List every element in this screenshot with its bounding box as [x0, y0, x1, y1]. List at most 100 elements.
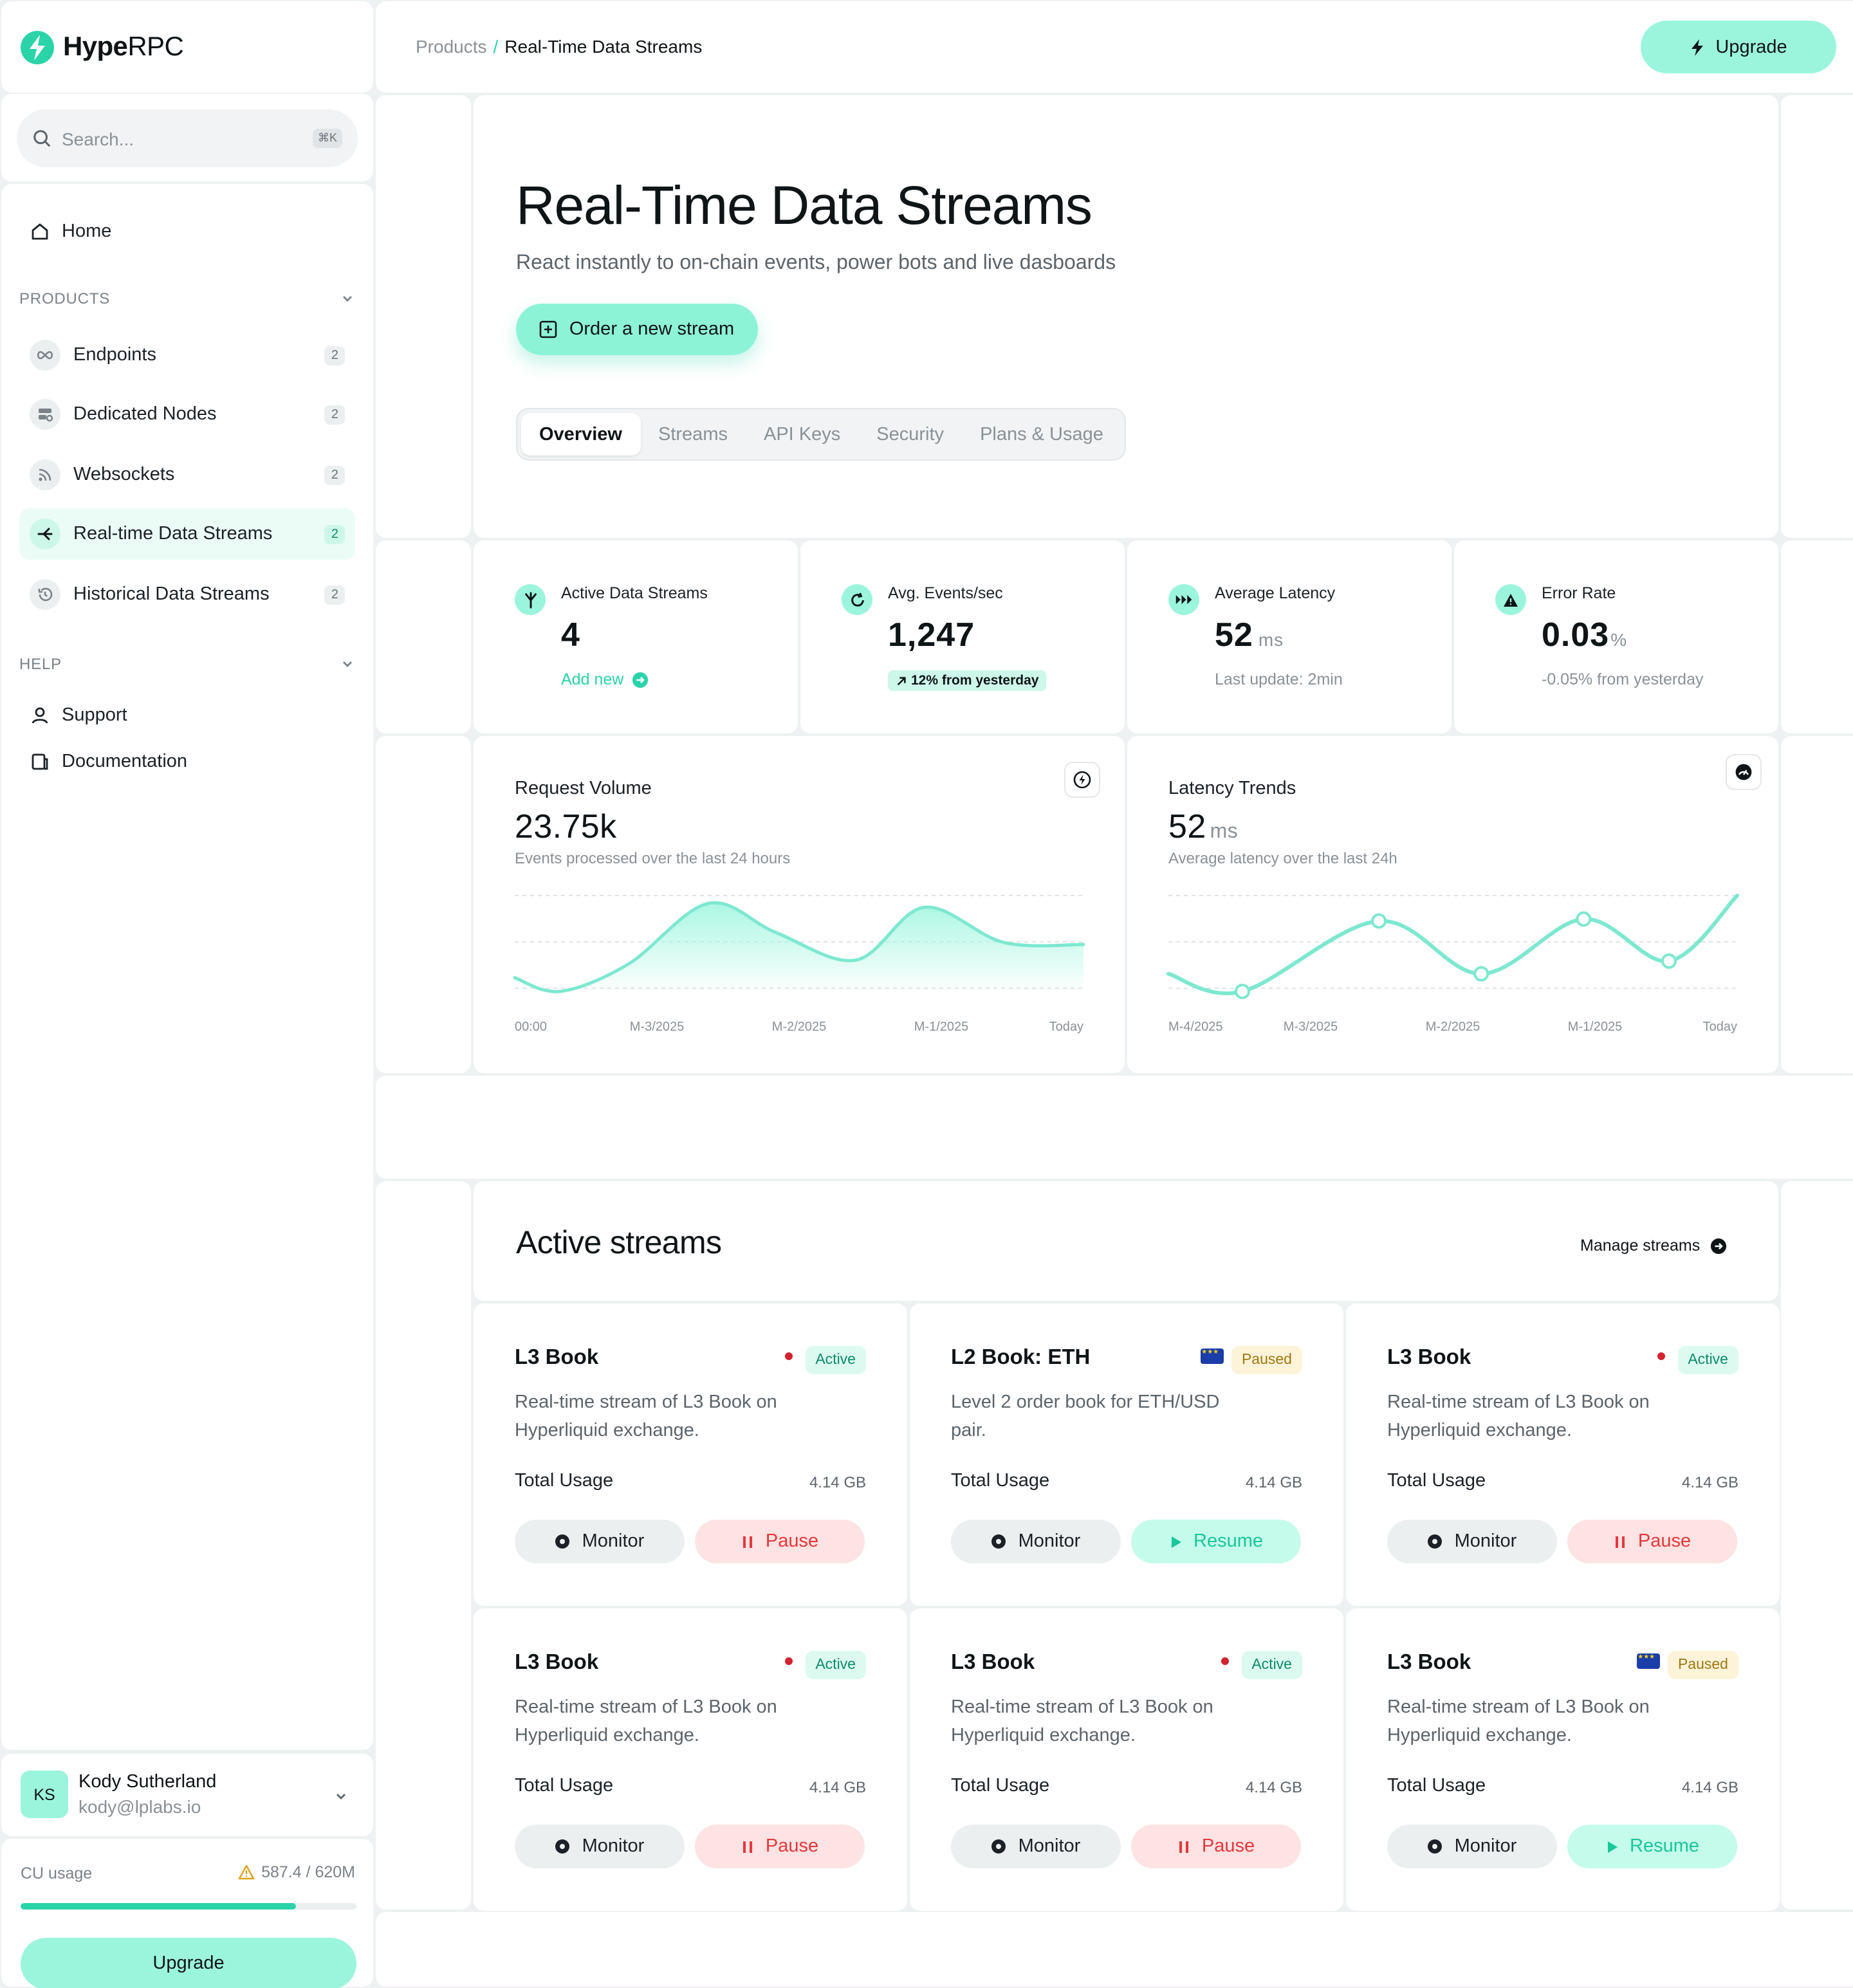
status-badge: Active: [805, 1651, 866, 1679]
order-new-stream-button[interactable]: Order a new stream: [516, 304, 758, 355]
arrow-right-circle-icon: [1711, 1237, 1727, 1254]
stream-description: Real-time stream of L3 Book on Hyperliqu…: [515, 1697, 777, 1746]
breadcrumb-current: Real-Time Data Streams: [504, 36, 703, 57]
sidebar-item-label: Dedicated Nodes: [73, 404, 217, 425]
monitor-button[interactable]: Monitor: [1387, 1825, 1557, 1868]
pause-button[interactable]: Pause: [1131, 1825, 1301, 1868]
user-panel[interactable]: KS Kody Sutherland kody@lplabs.io: [1, 1754, 373, 1836]
frame-left-streams: [376, 1181, 471, 1910]
products-section-header[interactable]: PRODUCTS: [19, 290, 355, 308]
chevron-down-icon: [343, 296, 352, 302]
count-badge: 2: [324, 405, 345, 424]
stat-card-active-streams: Active Data Streams 4 Add new: [474, 540, 798, 733]
monitor-button[interactable]: Monitor: [515, 1520, 685, 1563]
stat-last-update: Last update: 2min: [1215, 670, 1343, 688]
data-point: [1576, 911, 1592, 927]
sidebar-item-label: Endpoints: [73, 345, 156, 365]
sidebar-item-home[interactable]: Home: [30, 221, 111, 242]
stat-unit: %: [1610, 629, 1628, 650]
sidebar-item-real-time-data-streams[interactable]: Real-time Data Streams 2: [19, 508, 355, 560]
total-usage-value: 4.14 GB: [809, 1778, 866, 1796]
manage-streams-link[interactable]: Manage streams: [1580, 1237, 1727, 1255]
breadcrumb-parent[interactable]: Products: [416, 36, 487, 57]
monitor-label: Monitor: [1018, 1836, 1081, 1857]
refresh-icon: [842, 584, 872, 615]
products-section-label: PRODUCTS: [19, 290, 111, 308]
total-usage-label: Total Usage: [515, 1471, 614, 1491]
chart-value-number: 52: [1168, 807, 1206, 845]
pause-button[interactable]: Pause: [695, 1520, 865, 1563]
sidebar-item-historical-data-streams[interactable]: Historical Data Streams 2: [19, 569, 355, 620]
eu-flag-icon: [1200, 1348, 1224, 1364]
stream-card[interactable]: L3 Book JP Active Real-time stream of L3…: [474, 1608, 907, 1911]
x-tick-label: M-3/2025: [630, 1020, 685, 1034]
tab-api-keys[interactable]: API Keys: [764, 424, 841, 445]
sidebar-item-documentation[interactable]: Documentation: [30, 751, 187, 772]
monitor-icon: [991, 1534, 1006, 1549]
sidebar-item-websockets[interactable]: Websockets 2: [19, 449, 355, 501]
brand-logo[interactable]: HypeRPC: [19, 30, 184, 66]
tab-plans-usage[interactable]: Plans & Usage: [980, 424, 1103, 445]
stream-card[interactable]: L2 Book: ETH EU Paused Level 2 order boo…: [910, 1303, 1343, 1606]
pause-icon: [1615, 1536, 1625, 1547]
add-new-link[interactable]: Add new: [561, 670, 648, 688]
pause-button[interactable]: Pause: [1567, 1520, 1737, 1563]
stat-value: 1,247: [888, 615, 975, 655]
sidebar-item-dedicated-nodes[interactable]: Dedicated Nodes 2: [19, 389, 355, 440]
infinity-icon: [30, 340, 60, 371]
pause-button[interactable]: Pause: [695, 1825, 865, 1868]
status-badge: Active: [1241, 1651, 1302, 1679]
search-input[interactable]: Search... ⌘K: [17, 109, 358, 167]
chart-subtitle: Average latency over the last 24h: [1168, 849, 1397, 867]
chevron-down-icon[interactable]: [333, 1789, 349, 1804]
resume-button[interactable]: Resume: [1567, 1825, 1737, 1868]
count-badge: 2: [324, 345, 345, 365]
stream-card[interactable]: L3 Book JP Active Real-time stream of L3…: [1346, 1303, 1780, 1606]
total-usage-label: Total Usage: [515, 1776, 614, 1796]
monitor-button[interactable]: Monitor: [1387, 1520, 1557, 1563]
pause-label: Pause: [1637, 1531, 1692, 1552]
count-badge: 2: [324, 585, 345, 604]
monitor-label: Monitor: [1454, 1531, 1517, 1552]
stream-card[interactable]: L3 Book JP Active Real-time stream of L3…: [474, 1303, 907, 1606]
series-line: [513, 901, 1085, 993]
monitor-icon: [1428, 1534, 1443, 1549]
sidebar-item-endpoints[interactable]: Endpoints 2: [19, 329, 355, 381]
monitor-button[interactable]: Monitor: [951, 1520, 1121, 1563]
cu-usage-value: 587.4 / 620M: [261, 1863, 355, 1881]
avatar: KS: [21, 1771, 68, 1818]
chart-title: Latency Trends: [1168, 778, 1296, 799]
resume-label: Resume: [1194, 1531, 1263, 1552]
help-section-header[interactable]: HELP: [19, 655, 355, 673]
stream-card[interactable]: L3 Book EU Paused Real-time stream of L3…: [1346, 1608, 1780, 1911]
stat-card-events-per-sec: Avg. Events/sec 1,247 12% from yesterday: [800, 540, 1125, 733]
sidebar-upgrade-button[interactable]: Upgrade: [21, 1938, 356, 1988]
x-tick-label: Today: [1703, 1020, 1737, 1034]
stat-trend: -0.05% from yesterday: [1542, 670, 1704, 688]
tab-streams[interactable]: Streams: [658, 424, 728, 445]
server-icon: [30, 399, 60, 430]
page-subtitle: React instantly to on-chain events, powe…: [516, 252, 1116, 274]
alert-triangle-icon: [1495, 584, 1526, 615]
header-upgrade-button[interactable]: Upgrade: [1641, 21, 1836, 73]
chevron-down-icon: [343, 661, 352, 667]
play-icon: [1607, 1841, 1617, 1852]
brand-name-bold: Hype: [63, 32, 128, 62]
breadcrumb: Products / Real-Time Data Streams: [416, 36, 702, 57]
tab-overview[interactable]: Overview: [521, 413, 640, 456]
monitor-button[interactable]: Monitor: [515, 1825, 685, 1868]
status-badge: Active: [1677, 1346, 1738, 1374]
total-usage-label: Total Usage: [1387, 1471, 1486, 1491]
sidebar-item-support[interactable]: Support: [30, 705, 127, 726]
stream-card[interactable]: L3 Book JP Active Real-time stream of L3…: [910, 1608, 1343, 1911]
gauge-icon[interactable]: [1726, 754, 1762, 790]
stream-title: L3 Book: [1387, 1651, 1471, 1674]
area-fill: [515, 903, 1083, 993]
resume-button[interactable]: Resume: [1131, 1520, 1301, 1563]
monitor-button[interactable]: Monitor: [951, 1825, 1121, 1868]
pause-icon: [742, 1536, 752, 1547]
tab-security[interactable]: Security: [876, 424, 945, 445]
bolt-circle-icon[interactable]: [1064, 762, 1100, 798]
stat-card-average-latency: Average Latency 52 ms Last update: 2min: [1127, 540, 1452, 733]
stat-label: Avg. Events/sec: [888, 584, 1003, 602]
